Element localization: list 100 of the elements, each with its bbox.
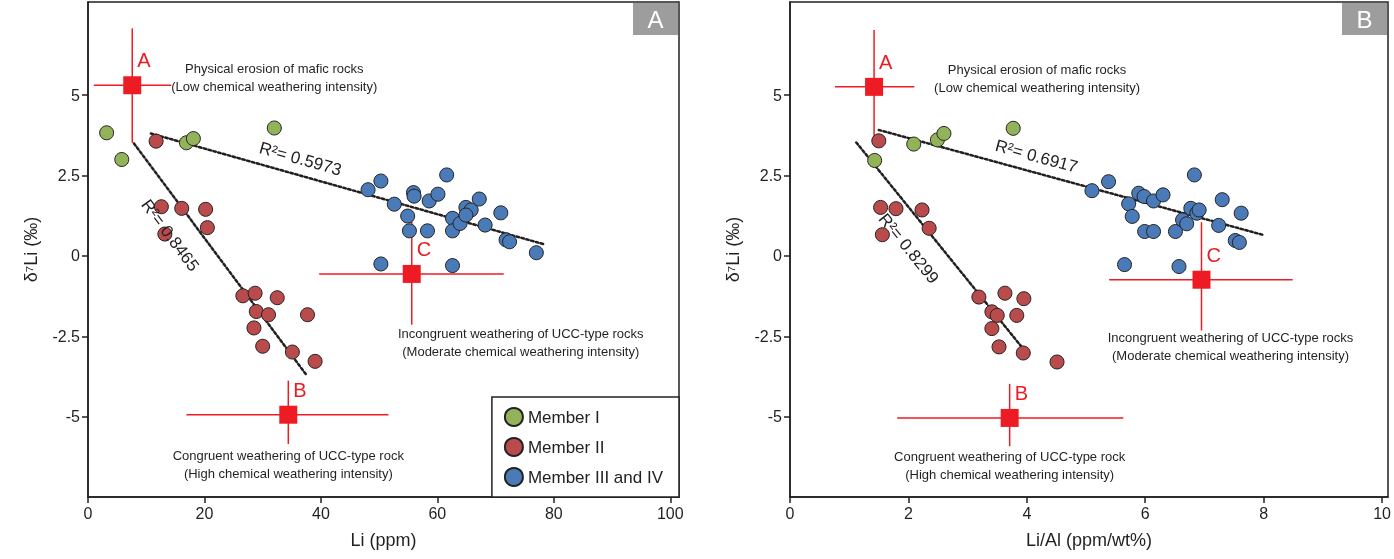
x-tick-label: 10 — [1373, 504, 1392, 522]
point — [997, 285, 1013, 301]
point — [307, 353, 323, 369]
point — [360, 182, 376, 198]
x-tick-label: 100 — [656, 504, 684, 522]
point — [445, 258, 460, 274]
point — [401, 223, 417, 239]
x-axis-title: Li (ppm) — [350, 530, 417, 550]
annotation: Physical erosion of mafic rocks (Low chemical weathering intensity) — [171, 60, 378, 94]
point — [235, 288, 251, 304]
point — [99, 125, 115, 141]
y-tick-label: -2.5 — [52, 327, 81, 345]
point — [1155, 187, 1171, 203]
annotation: Congruent weathering of UCC-type rock (High chemical weathering intensity) — [172, 448, 405, 482]
point — [477, 217, 493, 233]
y-tick-label: -5 — [767, 408, 783, 426]
point — [1000, 408, 1019, 427]
point — [114, 152, 130, 167]
point — [1192, 270, 1211, 289]
point — [123, 76, 142, 95]
x-tick-label: 20 — [195, 504, 214, 522]
y-tick-label: -5 — [65, 408, 81, 426]
legend-label: Member I — [527, 407, 600, 427]
point — [1009, 307, 1025, 323]
point — [148, 133, 164, 149]
point — [246, 320, 262, 336]
point — [255, 338, 271, 354]
point — [439, 167, 455, 183]
point — [1171, 259, 1187, 275]
point — [247, 285, 263, 301]
point — [261, 307, 276, 323]
point — [266, 120, 282, 136]
x-tick-label: 8 — [1259, 504, 1269, 522]
point — [458, 207, 474, 223]
point — [430, 186, 446, 202]
point — [914, 202, 930, 218]
x-tick-label: 80 — [544, 504, 563, 522]
y-tick-label: 5 — [773, 86, 783, 104]
x-tick-label: 0 — [785, 504, 795, 522]
y-tick-label: 0 — [71, 247, 81, 265]
data-label: C — [1206, 243, 1221, 266]
point — [300, 307, 316, 323]
point — [1146, 224, 1162, 239]
point — [1167, 224, 1183, 239]
point — [1117, 257, 1133, 273]
point — [865, 77, 884, 96]
x-tick-label: 2 — [903, 504, 913, 522]
point — [873, 199, 889, 215]
point — [1015, 345, 1031, 361]
data-label: A — [879, 50, 894, 73]
x-tick-label: 0 — [83, 504, 93, 522]
point — [1211, 217, 1227, 233]
x-tick-label: 4 — [1022, 504, 1032, 522]
x-tick-label: 6 — [1140, 504, 1150, 522]
point — [989, 307, 1005, 323]
point — [198, 201, 214, 217]
annotation: Incongruent weathering of UCC-type rocks (Moderate chemical weathering intensity) — [397, 326, 645, 360]
point — [1049, 354, 1065, 370]
annotation: Incongruent weathering of UCC-type rocks (Moderate chemical weathering intensity) — [1107, 330, 1354, 364]
point — [528, 245, 544, 261]
point — [906, 136, 922, 152]
annotation: R²= 0.6917 — [993, 136, 1080, 177]
point — [871, 133, 887, 149]
point — [1233, 205, 1249, 221]
point — [1005, 120, 1021, 136]
y-tick-label: 5 — [71, 86, 81, 104]
point — [199, 220, 215, 236]
point — [1179, 216, 1195, 232]
y-axis-title: δ⁷Li (‰) — [21, 216, 41, 283]
data-label: C — [416, 237, 432, 260]
point — [402, 264, 421, 283]
annotation: Physical erosion of mafic rocks (Low chemical weathering intensity) — [934, 62, 1141, 96]
point — [269, 290, 285, 306]
point — [174, 200, 190, 216]
point — [1231, 234, 1247, 250]
y-tick-label: -2.5 — [754, 327, 783, 345]
data-label: A — [137, 49, 152, 72]
data-label: B — [293, 378, 307, 401]
point — [284, 344, 300, 360]
point — [936, 125, 952, 141]
point — [279, 405, 298, 424]
point — [386, 196, 402, 212]
point — [373, 173, 389, 189]
point — [867, 152, 883, 168]
point — [419, 223, 435, 239]
y-tick-label: 2.5 — [57, 167, 81, 185]
point — [1124, 208, 1140, 224]
point — [971, 289, 987, 305]
y-axis-title: δ⁷Li (‰) — [723, 216, 743, 283]
point — [921, 220, 937, 236]
point — [400, 208, 416, 224]
y-tick-label: 0 — [773, 247, 783, 265]
x-tick-label: 60 — [428, 504, 447, 522]
x-axis-title: Li/Al (ppm/wt%) — [1025, 530, 1153, 550]
y-tick-label: 2.5 — [759, 167, 783, 185]
annotation: Congruent weathering of UCC-type rock (High chemical weathering intensity) — [894, 449, 1126, 483]
point — [1101, 174, 1117, 190]
point — [502, 234, 518, 250]
annotation: R²= 0.5973 — [257, 138, 344, 180]
legend-label: Member II — [527, 437, 605, 457]
